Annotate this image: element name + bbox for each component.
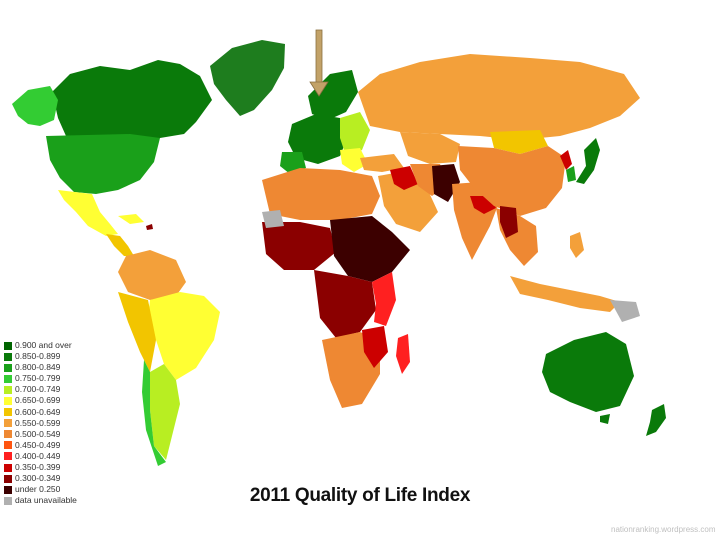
- legend-label: 0.900 and over: [15, 340, 72, 350]
- legend-swatch: [4, 496, 12, 505]
- region-china: [458, 146, 566, 216]
- legend-label: 0.500-0.549: [15, 428, 61, 439]
- legend-swatch: [4, 441, 12, 450]
- legend-item: data unavailable: [4, 495, 77, 506]
- legend-swatch: [4, 397, 12, 406]
- legend-label: 0.600-0.649: [15, 406, 61, 417]
- region-south-korea: [566, 166, 576, 182]
- region-japan: [576, 138, 600, 184]
- legend-swatch: [4, 341, 12, 350]
- region-korea: [560, 150, 572, 170]
- region-western-sahara: [262, 210, 284, 228]
- region-central-africa: [314, 270, 376, 338]
- legend-item: 0.350-0.399: [4, 462, 77, 473]
- legend-label: 0.650-0.699: [15, 395, 61, 406]
- legend-swatch: [4, 363, 12, 372]
- region-australia: [542, 332, 634, 412]
- legend-label: 0.400-0.449: [15, 450, 61, 461]
- legend-item: 0.550-0.599: [4, 418, 77, 429]
- legend-item: 0.700-0.749: [4, 384, 77, 395]
- region-chile: [142, 360, 166, 466]
- region-eastern-europe: [340, 112, 370, 156]
- region-indonesia: [510, 276, 620, 312]
- legend-label: data unavailable: [15, 495, 77, 506]
- legend-item: 0.500-0.549: [4, 429, 77, 440]
- legend-label: under 0.250: [15, 484, 61, 495]
- legend-swatch: [4, 352, 12, 361]
- region-mongolia: [490, 130, 548, 154]
- region-caribbean: [118, 214, 144, 224]
- legend-item: under 0.250: [4, 484, 77, 495]
- legend-swatch: [4, 452, 12, 461]
- region-western-europe: [288, 114, 348, 164]
- legend-label: 0.700-0.749: [15, 384, 61, 395]
- legend-label: 0.350-0.399: [15, 462, 61, 473]
- legend-swatch: [4, 374, 12, 383]
- region-central-america: [106, 234, 134, 256]
- region-northern-south-america: [118, 250, 186, 300]
- map-title: 2011 Quality of Life Index: [249, 485, 471, 506]
- legend-item: 0.900 and over: [4, 340, 77, 351]
- region-north-africa: [262, 168, 380, 220]
- legend-item: 0.850-0.899: [4, 351, 77, 362]
- legend-swatch: [4, 408, 12, 417]
- region-horn-of-africa: [330, 216, 410, 282]
- legend-label: 0.300-0.349: [15, 473, 61, 484]
- region-argentina: [150, 364, 180, 460]
- region-iraq-syria: [390, 166, 418, 190]
- region-canada: [52, 60, 212, 138]
- region-mexico: [58, 190, 118, 236]
- legend-swatch: [4, 474, 12, 483]
- pointer-arrow: [309, 29, 329, 97]
- legend-label: 0.450-0.499: [15, 439, 61, 450]
- region-central-asia: [400, 132, 460, 164]
- region-brazil: [148, 292, 220, 380]
- legend-swatch: [4, 485, 12, 494]
- region-tasmania: [600, 414, 610, 424]
- legend-swatch: [4, 385, 12, 394]
- region-new-guinea: [610, 300, 640, 322]
- legend-item: 0.600-0.649: [4, 407, 77, 418]
- region-alaska: [12, 86, 58, 126]
- region-scandinavia: [308, 70, 358, 120]
- region-turkey: [360, 154, 404, 172]
- region-andes: [118, 292, 156, 372]
- region-balkans: [340, 148, 368, 172]
- region-east-africa: [372, 272, 396, 326]
- region-myanmar: [500, 206, 518, 238]
- legend-swatch: [4, 419, 12, 428]
- region-west-africa: [262, 222, 336, 270]
- credit-text: nationranking.wordpress.com: [611, 525, 716, 534]
- legend-item: 0.400-0.449: [4, 451, 77, 462]
- legend-item: 0.800-0.849: [4, 362, 77, 373]
- region-greenland: [210, 40, 285, 116]
- legend-item: 0.750-0.799: [4, 373, 77, 384]
- legend-swatch: [4, 463, 12, 472]
- legend-item: 0.300-0.349: [4, 473, 77, 484]
- region-mozambique: [362, 326, 388, 368]
- legend-label: 0.750-0.799: [15, 373, 61, 384]
- region-russia: [358, 54, 640, 140]
- legend: 0.900 and over 0.850-0.899 0.800-0.849 0.75…: [4, 340, 77, 506]
- legend-item: 0.450-0.499: [4, 440, 77, 451]
- region-madagascar: [396, 334, 410, 374]
- legend-swatch: [4, 430, 12, 439]
- legend-label: 0.800-0.849: [15, 362, 61, 373]
- legend-label: 0.550-0.599: [15, 417, 61, 428]
- legend-item: 0.650-0.699: [4, 395, 77, 406]
- region-new-zealand: [646, 404, 666, 436]
- legend-label: 0.850-0.899: [15, 351, 61, 362]
- region-usa: [46, 134, 160, 194]
- region-philippines: [570, 232, 584, 258]
- region-haiti: [146, 224, 153, 230]
